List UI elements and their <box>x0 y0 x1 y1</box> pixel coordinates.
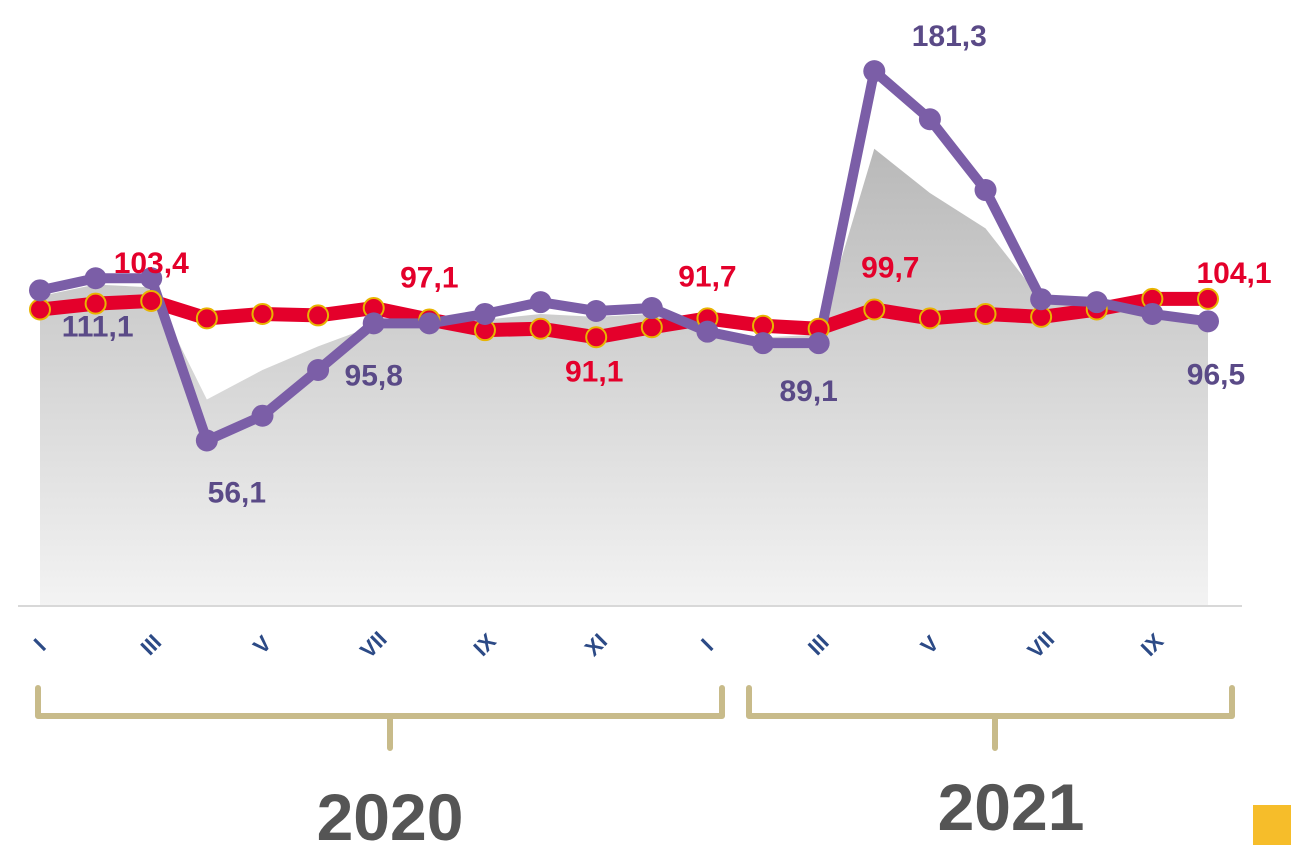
point-purple <box>640 297 663 320</box>
data-label: 181,3 <box>912 20 987 53</box>
point-purple <box>1085 291 1108 314</box>
year-bracket-2021 <box>746 685 1235 751</box>
corner-square <box>1253 805 1291 845</box>
point-purple <box>473 302 496 325</box>
year-label-2020: 2020 <box>317 780 464 845</box>
point-red <box>307 304 330 327</box>
point-purple <box>918 108 941 131</box>
point-red <box>251 302 274 325</box>
point-red <box>195 307 218 330</box>
tick-label: V <box>248 630 276 658</box>
data-label: 95,8 <box>345 359 403 392</box>
point-purple <box>752 332 775 355</box>
data-label: 96,5 <box>1187 358 1245 391</box>
point-red <box>529 317 552 340</box>
point-purple <box>807 332 830 355</box>
tick-label: I <box>696 634 718 656</box>
tick-label: XI <box>580 629 612 661</box>
point-purple <box>140 267 163 290</box>
lines-layer <box>33 66 1215 446</box>
point-red <box>640 316 663 339</box>
point-red <box>863 298 886 321</box>
year-label-2021: 2021 <box>938 770 1085 844</box>
labels-layer: 103,4 97,1 91,1 91,7 99,7 104,1 111,1 56,1 95,8 8… <box>62 20 1272 509</box>
data-label: 56,1 <box>208 477 266 510</box>
data-label: 111,1 <box>62 310 134 343</box>
point-red <box>29 298 51 321</box>
brackets-layer <box>35 685 1235 751</box>
point-purple <box>1030 288 1053 311</box>
point-purple <box>251 404 274 427</box>
point-purple <box>195 429 218 452</box>
year-bracket-2020 <box>35 685 725 751</box>
data-label: 97,1 <box>400 262 458 295</box>
point-purple <box>974 179 997 202</box>
point-purple <box>362 312 385 335</box>
ticks-layer: I III V VII IX XI I III V VII IX <box>29 626 1169 663</box>
series-line-purple <box>35 66 1213 446</box>
point-purple <box>1141 302 1164 325</box>
data-label: 91,7 <box>678 260 736 293</box>
point-red <box>918 307 941 330</box>
point-red <box>84 292 107 315</box>
point-red <box>585 326 608 349</box>
data-label: 103,4 <box>114 247 189 280</box>
point-purple <box>1197 310 1219 333</box>
point-red <box>974 302 997 325</box>
tick-label: VII <box>1022 626 1059 663</box>
data-label: 99,7 <box>861 252 919 285</box>
data-label: 104,1 <box>1196 257 1271 290</box>
series-line-red <box>33 291 1215 345</box>
point-purple <box>585 300 608 322</box>
tick-label: V <box>916 630 944 658</box>
tick-label: IX <box>468 628 501 661</box>
point-purple <box>307 359 330 381</box>
tick-label: III <box>803 629 834 660</box>
point-red <box>1197 287 1219 310</box>
tick-label: III <box>136 629 167 660</box>
data-label: 89,1 <box>779 375 837 408</box>
area-layer <box>40 148 1208 606</box>
points-layer <box>29 60 1219 452</box>
point-purple <box>29 279 51 302</box>
series-area-grey <box>40 148 1208 606</box>
point-purple <box>696 320 719 343</box>
data-label: 91,1 <box>565 355 623 388</box>
point-red <box>140 289 163 312</box>
point-purple <box>863 60 886 83</box>
point-purple <box>84 267 107 290</box>
point-purple <box>418 312 441 335</box>
tick-label: I <box>29 634 51 656</box>
tick-label: VII <box>355 626 392 663</box>
tick-label: IX <box>1136 628 1169 661</box>
point-purple <box>529 291 552 314</box>
